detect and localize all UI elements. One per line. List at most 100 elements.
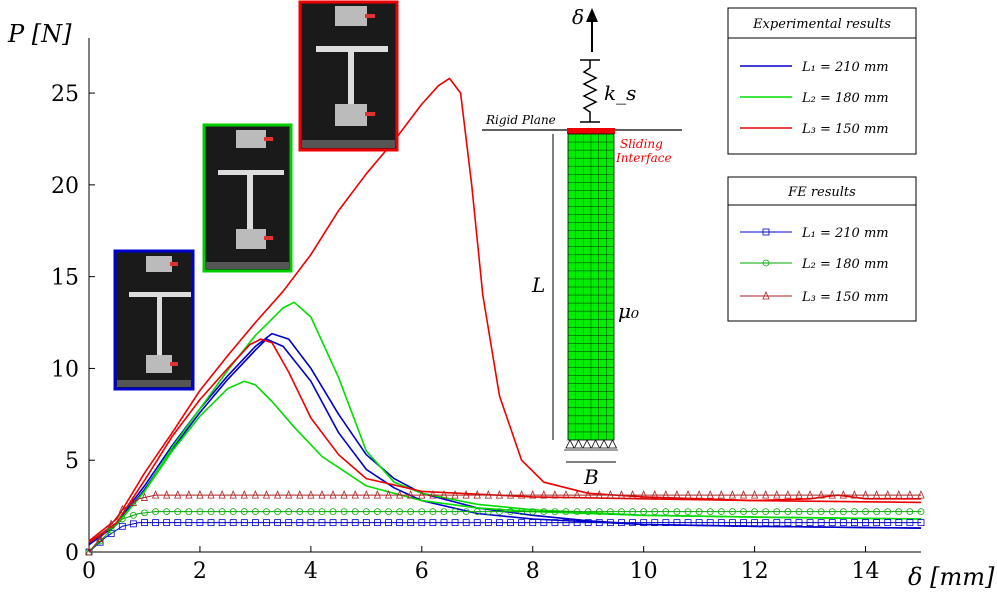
y-tick-label: 10 bbox=[51, 357, 79, 382]
sliding-label-line1: Sliding bbox=[620, 137, 663, 151]
fe-marker bbox=[806, 508, 814, 516]
fe-marker bbox=[628, 490, 637, 499]
fe-marker bbox=[451, 519, 459, 527]
fe-marker bbox=[440, 508, 448, 516]
fe-marker bbox=[218, 508, 226, 516]
photo-base-l1 bbox=[117, 380, 191, 387]
fe-marker bbox=[895, 490, 903, 499]
bottom-supports bbox=[564, 439, 618, 451]
fe-marker bbox=[917, 490, 925, 499]
fe-marker bbox=[329, 490, 337, 499]
legend-experimental-box bbox=[727, 7, 917, 155]
fe-marker bbox=[573, 508, 581, 516]
fe-marker bbox=[473, 519, 481, 527]
fe-marker bbox=[684, 490, 692, 499]
support-icon bbox=[607, 439, 618, 449]
delta-label: δ bbox=[572, 5, 584, 29]
fe-marker bbox=[706, 508, 714, 516]
fe-marker bbox=[751, 508, 758, 516]
fe-marker bbox=[218, 519, 226, 527]
clamp-top-l2 bbox=[236, 130, 266, 148]
fe-marker bbox=[373, 490, 382, 499]
crossbar-l2 bbox=[218, 170, 284, 175]
tick-labels: 0 2 4 6 8 10 12 14 0 5 10 15 20 25 bbox=[51, 82, 880, 584]
experimental-series-line-3 bbox=[88, 380, 922, 542]
fe-marker bbox=[839, 508, 847, 516]
fe-marker bbox=[717, 519, 725, 527]
fe-marker bbox=[773, 519, 781, 527]
fe-marker bbox=[240, 519, 248, 527]
fe-marker bbox=[418, 519, 426, 527]
fe-marker bbox=[729, 508, 736, 516]
fe-marker bbox=[163, 519, 171, 527]
fe-marker bbox=[740, 508, 747, 516]
fe-marker bbox=[307, 519, 315, 527]
clamp-handle-top-l3 bbox=[365, 14, 375, 18]
fe-marker bbox=[107, 519, 115, 528]
fe-marker bbox=[296, 490, 304, 499]
clamp-top-l3 bbox=[335, 6, 367, 26]
fe-marker bbox=[129, 520, 137, 528]
fe-marker bbox=[861, 490, 870, 499]
fe-marker bbox=[440, 490, 448, 499]
ticks bbox=[88, 92, 867, 553]
fe-marker bbox=[118, 515, 126, 523]
fe-marker bbox=[695, 508, 703, 516]
legend-exp-l2-label: L₂ = 180 mm bbox=[801, 91, 889, 106]
fe-marker bbox=[751, 519, 758, 527]
support-icon bbox=[599, 439, 609, 449]
fe-marker bbox=[507, 508, 514, 516]
legend-fe: FE results L₁ = 210 mm L₂ = 180 mm L₃ = … bbox=[727, 176, 917, 322]
fe-marker bbox=[573, 490, 581, 499]
fe-marker bbox=[396, 490, 404, 499]
fe-marker bbox=[651, 519, 659, 527]
fe-marker bbox=[873, 508, 881, 516]
sliding-interface-bar bbox=[567, 128, 615, 134]
fe-marker bbox=[762, 490, 770, 499]
fe-marker bbox=[107, 526, 115, 534]
fe-marker bbox=[340, 519, 348, 527]
fe-marker bbox=[296, 508, 304, 516]
fe-marker bbox=[618, 508, 625, 516]
fe-marker bbox=[562, 508, 570, 516]
support-icon bbox=[582, 439, 592, 449]
fe-marker bbox=[174, 490, 182, 499]
x-tick-label: 12 bbox=[741, 559, 769, 584]
fe-marker bbox=[873, 519, 881, 527]
fe-marker bbox=[684, 508, 692, 516]
fe-marker bbox=[817, 490, 825, 499]
fe-marker bbox=[251, 508, 259, 516]
legend-fe-l3-marker bbox=[762, 290, 770, 300]
fe-marker bbox=[163, 508, 171, 516]
fe-marker bbox=[318, 508, 326, 516]
fe-marker bbox=[518, 519, 526, 527]
fe-marker bbox=[507, 519, 514, 527]
support-icon bbox=[573, 439, 584, 449]
fe-marker bbox=[906, 508, 914, 516]
fe-marker bbox=[273, 490, 282, 499]
fe-marker bbox=[152, 508, 159, 516]
fe-marker bbox=[473, 508, 481, 516]
fe-marker bbox=[728, 490, 737, 499]
legend-experimental-title: Experimental results bbox=[752, 17, 891, 32]
fe-marker bbox=[884, 508, 892, 516]
fe-marker bbox=[617, 490, 626, 499]
fe-marker bbox=[262, 490, 271, 499]
fe-marker bbox=[828, 508, 836, 516]
fe-marker bbox=[784, 508, 792, 516]
fe-marker bbox=[717, 508, 725, 516]
y-axis-label: P [N] bbox=[7, 20, 72, 48]
test-schematic: δ k_s Rigid Plane Sliding Interface L μ₀… bbox=[482, 5, 682, 489]
fe-marker bbox=[729, 519, 736, 527]
fe-marker bbox=[473, 490, 481, 499]
fe-marker bbox=[329, 508, 337, 516]
fe-marker bbox=[285, 508, 293, 516]
fe-marker bbox=[440, 519, 448, 527]
fe-marker bbox=[606, 490, 614, 499]
fe-marker bbox=[673, 490, 681, 499]
fe-marker bbox=[606, 508, 614, 516]
fe-marker bbox=[762, 519, 770, 527]
delta-arrow-head bbox=[586, 8, 598, 22]
clamp-bottom-l1 bbox=[146, 355, 172, 373]
fe-series-line-8 bbox=[88, 494, 921, 553]
